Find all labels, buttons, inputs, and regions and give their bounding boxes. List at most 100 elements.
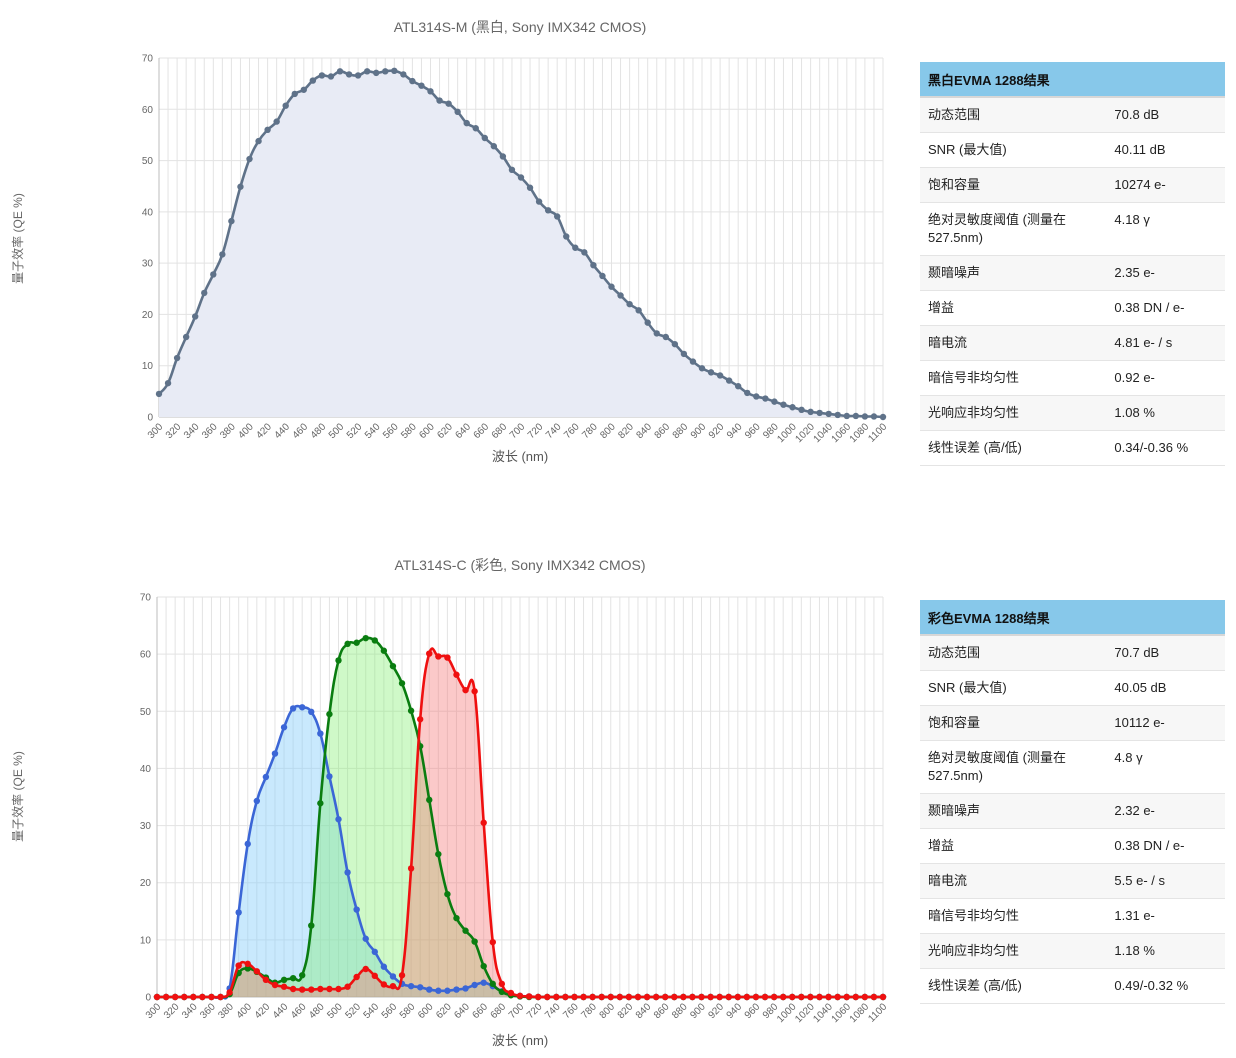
color-data-point[interactable] [326, 773, 333, 780]
color-data-point[interactable] [752, 993, 760, 1001]
color-data-point[interactable] [652, 993, 660, 1001]
color-data-point[interactable] [416, 984, 424, 991]
color-data-point[interactable] [507, 989, 515, 997]
mono-data-point[interactable] [662, 333, 669, 341]
color-data-point[interactable] [816, 993, 823, 1001]
mono-data-point[interactable] [418, 82, 425, 89]
mono-data-point[interactable] [825, 410, 832, 418]
color-data-point[interactable] [217, 993, 224, 1001]
mono-data-point[interactable] [354, 72, 362, 79]
color-data-point[interactable] [462, 985, 469, 992]
mono-data-point[interactable] [409, 77, 416, 85]
mono-data-point[interactable] [508, 166, 516, 174]
color-data-point[interactable] [453, 671, 460, 678]
mono-data-point[interactable] [626, 300, 633, 308]
color-data-point[interactable] [716, 993, 723, 1001]
mono-data-point[interactable] [725, 377, 733, 384]
mono-data-point[interactable] [535, 198, 543, 205]
mono-data-point[interactable] [707, 369, 715, 376]
color-data-point[interactable] [553, 993, 560, 1001]
color-data-point[interactable] [435, 987, 442, 994]
mono-data-point[interactable] [599, 272, 606, 280]
color-data-point[interactable] [843, 993, 850, 1001]
mono-data-point[interactable] [771, 398, 778, 405]
color-data-point[interactable] [299, 972, 306, 979]
mono-data-point[interactable] [680, 350, 688, 358]
color-data-point[interactable] [879, 993, 887, 1001]
mono-data-point[interactable] [182, 333, 190, 341]
color-data-point[interactable] [462, 927, 469, 934]
color-data-point[interactable] [398, 680, 406, 687]
color-data-point[interactable] [326, 710, 333, 718]
color-data-point[interactable] [362, 965, 369, 973]
mono-data-point[interactable] [282, 102, 289, 109]
color-data-point[interactable] [489, 980, 496, 988]
mono-data-point[interactable] [744, 389, 751, 397]
color-data-point[interactable] [199, 993, 206, 1001]
mono-data-point[interactable] [427, 88, 434, 95]
mono-data-point[interactable] [653, 330, 660, 337]
mono-data-point[interactable] [264, 126, 271, 133]
mono-data-point[interactable] [273, 118, 280, 125]
color-data-point[interactable] [544, 993, 551, 1001]
color-data-point[interactable] [407, 707, 415, 714]
color-data-point[interactable] [625, 993, 633, 1001]
color-data-point[interactable] [426, 986, 433, 993]
color-data-point[interactable] [289, 985, 297, 993]
color-data-point[interactable] [834, 993, 841, 1001]
mono-data-point[interactable] [463, 119, 470, 127]
mono-data-point[interactable] [345, 71, 353, 78]
mono-data-point[interactable] [192, 313, 199, 320]
mono-data-point[interactable] [445, 100, 452, 107]
mono-data-point[interactable] [753, 393, 760, 400]
mono-data-point[interactable] [228, 217, 235, 225]
mono-data-point[interactable] [318, 72, 326, 79]
color-data-point[interactable] [444, 987, 451, 994]
color-data-point[interactable] [253, 968, 261, 975]
mono-data-point[interactable] [363, 68, 371, 75]
color-data-point[interactable] [353, 639, 360, 646]
color-data-point[interactable] [371, 972, 378, 980]
color-data-point[interactable] [480, 979, 487, 986]
color-data-point[interactable] [662, 993, 669, 1001]
color-data-point[interactable] [162, 993, 170, 1001]
color-data-point[interactable] [235, 909, 242, 916]
color-data-point[interactable] [353, 906, 360, 913]
mono-data-point[interactable] [201, 289, 208, 297]
color-data-point[interactable] [335, 985, 342, 993]
color-data-point[interactable] [308, 922, 315, 929]
color-data-point[interactable] [453, 986, 460, 993]
color-data-point[interactable] [271, 750, 279, 757]
color-data-point[interactable] [407, 865, 415, 872]
mono-data-point[interactable] [164, 379, 172, 387]
color-data-point[interactable] [280, 724, 288, 731]
color-data-point[interactable] [462, 686, 469, 694]
mono-data-point[interactable] [635, 307, 642, 314]
color-data-point[interactable] [371, 637, 378, 644]
mono-data-point[interactable] [309, 77, 317, 84]
color-data-point[interactable] [562, 993, 569, 1001]
mono-data-point[interactable] [816, 409, 823, 417]
color-data-point[interactable] [489, 938, 496, 946]
color-data-point[interactable] [770, 993, 778, 1001]
mono-data-point[interactable] [671, 340, 679, 348]
mono-data-point[interactable] [246, 155, 253, 163]
mono-data-point[interactable] [255, 137, 262, 145]
color-data-point[interactable] [789, 993, 796, 1001]
mono-data-point[interactable] [517, 174, 525, 181]
mono-data-point[interactable] [762, 395, 769, 402]
mono-data-point[interactable] [572, 244, 579, 251]
color-data-point[interactable] [317, 800, 324, 807]
color-data-point[interactable] [807, 993, 814, 1001]
color-data-point[interactable] [852, 993, 859, 1001]
color-data-point[interactable] [589, 993, 596, 1001]
color-data-point[interactable] [416, 716, 424, 723]
color-data-point[interactable] [389, 662, 397, 670]
color-data-point[interactable] [380, 647, 388, 654]
color-data-point[interactable] [571, 993, 578, 1001]
mono-data-point[interactable] [689, 358, 697, 365]
color-data-point[interactable] [480, 819, 487, 826]
mono-data-point[interactable] [608, 283, 615, 290]
mono-data-point[interactable] [780, 401, 787, 408]
color-data-point[interactable] [190, 993, 197, 1001]
